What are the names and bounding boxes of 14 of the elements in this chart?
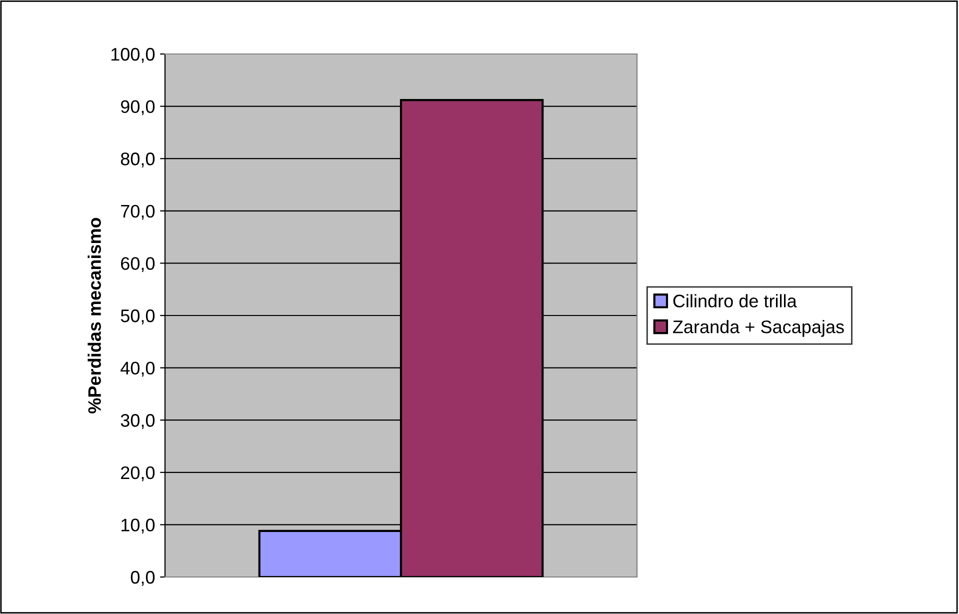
legend-label: Zaranda + Sacapajas [672, 320, 844, 337]
y-tick-label: 30,0 [120, 414, 155, 429]
y-tick-label: 10,0 [122, 518, 155, 534]
y-tick-label: 40,0 [120, 362, 155, 377]
y-tick-label: 0,0 [130, 570, 155, 586]
y-axis-title: %Perdidas mecanismo [88, 218, 101, 414]
y-tick-label: 60,0 [121, 257, 155, 272]
y-tick-label: 100,0 [111, 48, 155, 63]
legend-label: Cilindro de trilla [673, 294, 797, 308]
y-tick-label: 70,0 [121, 204, 155, 220]
y-tick-label: 90,0 [120, 100, 155, 116]
y-tick-label: 50,0 [120, 309, 155, 324]
y-tick-label: 20,0 [121, 466, 155, 482]
y-tick-label: 80,0 [120, 152, 155, 168]
